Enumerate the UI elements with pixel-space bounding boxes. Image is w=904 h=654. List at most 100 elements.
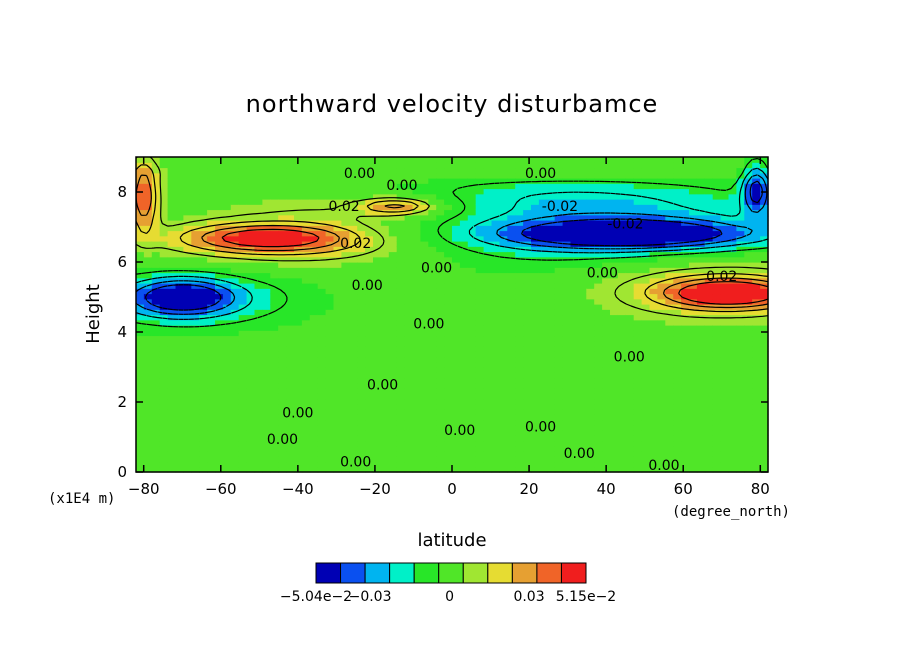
heat-cell [159, 340, 169, 347]
heat-cell [452, 403, 461, 410]
heat-cell [538, 466, 548, 473]
heat-cell [317, 340, 327, 347]
heat-cell [657, 193, 666, 200]
heat-cell [610, 367, 619, 373]
heat-cell [294, 162, 303, 169]
heat-cell [325, 214, 335, 221]
heat-cell [436, 440, 445, 447]
heat-cell [665, 335, 674, 342]
heat-cell [515, 172, 524, 179]
heat-cell [649, 214, 658, 221]
heat-cell [594, 435, 603, 442]
heat-cell [136, 319, 145, 326]
heat-cell [222, 172, 232, 179]
heat-cell [459, 267, 469, 274]
heat-cell [420, 251, 429, 258]
heat-cell [602, 451, 611, 457]
heat-cell [483, 466, 493, 473]
heat-cell [736, 393, 745, 400]
heat-cell [665, 414, 674, 421]
heat-cell [404, 298, 414, 305]
heat-cell [325, 204, 335, 211]
heat-cell [199, 309, 208, 316]
heat-cell [388, 340, 398, 347]
heat-cell [586, 241, 595, 247]
heat-cell [720, 367, 730, 373]
heat-cell [657, 351, 666, 358]
heat-cell [365, 246, 374, 253]
heat-cell [349, 335, 358, 342]
heat-cell [388, 356, 398, 363]
heat-cell [681, 367, 690, 373]
heat-cell [317, 461, 327, 468]
heat-cell [238, 277, 248, 284]
heat-cell [151, 398, 161, 405]
heat-cell [365, 382, 374, 389]
heat-cell [199, 199, 208, 205]
heat-cell [625, 340, 635, 347]
heat-cell [286, 267, 295, 274]
heat-cell [475, 256, 485, 263]
heat-cell [499, 340, 508, 347]
heat-cell [531, 424, 540, 431]
heat-cell [396, 172, 406, 179]
heat-cell [388, 277, 398, 284]
heat-cell [412, 388, 421, 394]
heat-cell [467, 393, 477, 400]
heat-cell [317, 193, 327, 200]
heat-cell [444, 419, 453, 426]
heat-cell [325, 435, 335, 442]
heat-cell [167, 409, 177, 415]
heat-cell [301, 361, 311, 368]
heat-cell [538, 288, 548, 295]
heat-cell [594, 193, 603, 200]
heat-cell [752, 220, 761, 226]
heat-cell [602, 220, 611, 226]
heat-cell [183, 403, 192, 410]
heat-cell [151, 241, 161, 247]
heat-cell [538, 319, 548, 326]
heat-cell [373, 267, 382, 274]
heat-cell [199, 319, 208, 326]
heat-cell [215, 188, 224, 195]
heat-cell [617, 456, 627, 463]
heat-cell [625, 193, 635, 200]
heat-cell [712, 214, 722, 221]
heat-cell [752, 267, 761, 274]
heat-cell [357, 293, 366, 300]
heat-cell [665, 456, 674, 463]
heat-cell [633, 377, 643, 384]
heat-cell [625, 367, 635, 373]
heat-cell [744, 288, 753, 295]
heat-cell [286, 241, 295, 247]
heat-cell [365, 424, 374, 431]
heat-cell [183, 204, 192, 211]
heat-cell [388, 214, 398, 221]
heat-cell [752, 241, 761, 247]
heat-cell [262, 461, 271, 468]
heat-cell [357, 440, 366, 447]
heat-cell [286, 409, 295, 415]
heat-cell [262, 225, 271, 232]
heat-cell [499, 346, 508, 352]
heat-cell [341, 225, 350, 232]
heat-cell [301, 409, 311, 415]
heat-cell [633, 346, 643, 352]
heat-cell [467, 456, 477, 463]
heat-cell [215, 267, 224, 274]
heat-cell [286, 398, 295, 405]
heat-cell [278, 461, 287, 468]
heat-cell [294, 304, 303, 310]
heat-cell [436, 398, 445, 405]
heat-cell [673, 204, 682, 211]
heat-cell [404, 314, 414, 321]
heat-cell [459, 356, 469, 363]
heat-cell [388, 456, 398, 463]
heat-cell [349, 314, 358, 321]
heat-cell [681, 351, 690, 358]
heat-cell [475, 272, 485, 279]
heat-cell [420, 304, 429, 310]
heat-cell [744, 388, 753, 394]
heat-cell [167, 183, 177, 190]
heat-cell [586, 409, 595, 415]
